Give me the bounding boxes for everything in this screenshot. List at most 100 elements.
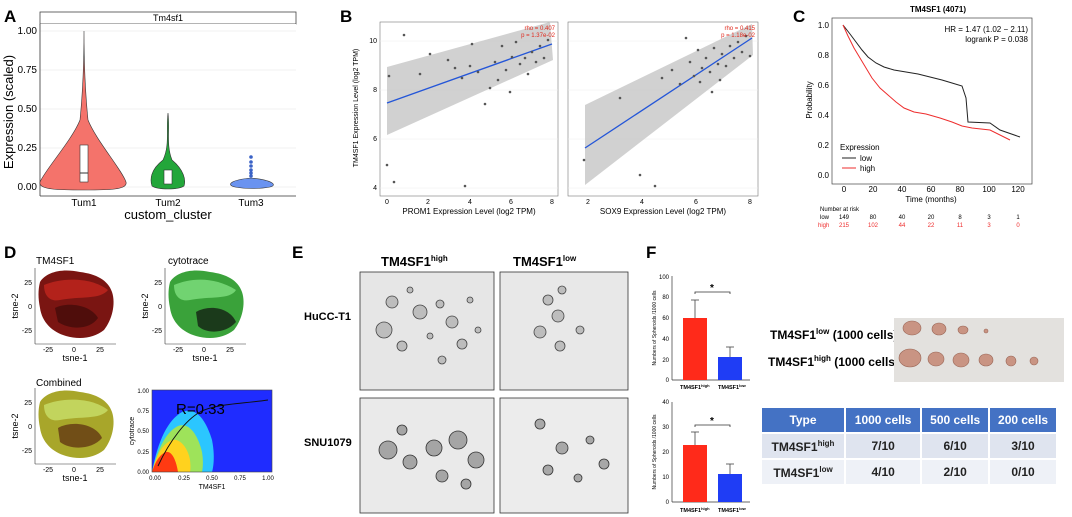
panel-b-xtick: 2 xyxy=(426,199,430,206)
table-cell: 4/10 xyxy=(844,458,923,486)
panel-b-right-xtick: 4 xyxy=(640,199,644,206)
km-low-curve xyxy=(842,24,1021,138)
panel-c-xtick: 20 xyxy=(869,185,878,194)
panel-c-xtick: 40 xyxy=(898,185,907,194)
panel-b-left-xlabel: PROM1 Expression Level (log2 TPM) xyxy=(402,207,536,216)
panel-d-xtick: 25 xyxy=(96,347,104,354)
corr-xtick: 0.00 xyxy=(149,476,161,482)
panel-d-ytick: -25 xyxy=(22,448,32,455)
risk-high: 0 xyxy=(1016,223,1020,229)
violin-tum2 xyxy=(150,112,185,190)
panel-a-ytick: 0.25 xyxy=(18,143,38,154)
panel-b-ytick: 8 xyxy=(373,87,377,94)
panel-c-xtick: 60 xyxy=(927,185,936,194)
panel-c-risk-high-label: high xyxy=(818,223,829,229)
panel-e-row-1: HuCC-T1 xyxy=(304,311,351,323)
f-bot-bar-high xyxy=(683,445,707,502)
f-top-ylabel: Numbers of Spheroids /1000 cells xyxy=(652,290,658,366)
f-top-ytick: 40 xyxy=(662,337,669,343)
f-top-ytick: 20 xyxy=(662,358,669,364)
panel-c-ytick: 0.2 xyxy=(818,141,830,150)
corr-ytick: 0.50 xyxy=(137,429,149,435)
panel-d-xtick: 0 xyxy=(72,347,76,354)
f-bot-ytick: 30 xyxy=(662,425,669,431)
panel-c-logrank: logrank P = 0.038 xyxy=(965,35,1028,44)
table-cell: 2/10 xyxy=(920,458,991,486)
panel-b-left-p: p = 1.37e-02 xyxy=(521,33,556,39)
corr-xlabel: TM4SF1 xyxy=(199,484,226,491)
table-cell: 0/10 xyxy=(988,458,1058,486)
tumor-row-high xyxy=(898,348,1039,368)
panel-c-ytick: 0.4 xyxy=(818,111,830,120)
corr-xtick: 0.25 xyxy=(178,476,190,482)
panel-a-ytick: 1.00 xyxy=(18,26,38,37)
panel-c-xtick: 120 xyxy=(1011,185,1025,194)
micrograph-snu-low xyxy=(499,397,629,514)
panel-b-right-p: p = 1.18e-02 xyxy=(721,33,756,39)
corr-ytick: 0.00 xyxy=(137,470,149,476)
corr-ytick: 1.00 xyxy=(137,389,149,395)
f-bot-xlab-high: TM4SF1high xyxy=(680,506,710,514)
km-high-curve xyxy=(842,24,1011,141)
f-top-ytick: 80 xyxy=(662,295,669,301)
panel-e-col-high: TM4SF1high xyxy=(381,254,448,269)
risk-high: 3 xyxy=(987,223,991,229)
panel-c-legend-low: low xyxy=(860,154,872,163)
panel-d-ytick: 0 xyxy=(158,304,162,311)
photo-high-label: TM4SF1high (1000 cells) xyxy=(768,354,899,369)
f-bot-star: * xyxy=(710,416,714,427)
panel-d-ylabel: tsne-2 xyxy=(10,293,20,318)
panel-d-xlabel: tsne-1 xyxy=(62,473,87,483)
panel-b-left-rho: rho = 0.407 xyxy=(524,26,555,32)
corr-xtick: 0.50 xyxy=(206,476,218,482)
panel-d-ytick: -25 xyxy=(152,328,162,335)
panel-d-ytick: -25 xyxy=(22,328,32,335)
panel-a-ytick: 0.50 xyxy=(18,104,38,115)
corr-xtick: 1.00 xyxy=(262,476,274,482)
panel-b-xtick: 8 xyxy=(550,199,554,206)
panel-f-letter: F xyxy=(646,243,656,262)
corr-ytick: 0.75 xyxy=(137,409,149,415)
panel-d-ytick: 0 xyxy=(28,304,32,311)
risk-low: 3 xyxy=(987,215,991,221)
panel-a-ytick: 0.75 xyxy=(18,65,38,76)
panel-d-xlabel: tsne-1 xyxy=(62,353,87,363)
risk-high: 215 xyxy=(839,223,850,229)
panel-c-xtick: 0 xyxy=(842,185,847,194)
panel-b-right-points xyxy=(582,34,752,188)
panel-c-ytick: 1.0 xyxy=(818,21,830,30)
table-header: 500 cells xyxy=(920,406,991,434)
panel-a-ylabel: Expression (scaled) xyxy=(1,55,16,169)
panel-c-title: TM4SF1 (4071) xyxy=(910,5,966,14)
panel-c-ytick: 0.0 xyxy=(818,171,830,180)
panel-b-xtick: 4 xyxy=(468,199,472,206)
panel-c-ytick: 0.8 xyxy=(818,51,830,60)
table-header: 200 cells xyxy=(988,406,1058,434)
table-cell: TM4SF1low xyxy=(759,458,847,486)
risk-high: 44 xyxy=(899,223,906,229)
panel-c-risk-low-label: low xyxy=(820,215,830,221)
panel-c-risk-title: Number at risk xyxy=(820,207,860,213)
panel-b-right-xtick: 6 xyxy=(694,199,698,206)
risk-high: 11 xyxy=(957,223,964,229)
tumor-row-low xyxy=(902,320,989,336)
panel-b-right-xlabel: SOX9 Expression Level (log2 TPM) xyxy=(600,207,726,216)
risk-low: 20 xyxy=(928,215,935,221)
panel-b-ytick: 10 xyxy=(369,38,377,45)
panel-d-ylabel: tsne-2 xyxy=(10,413,20,438)
panel-a-xlabel: custom_cluster xyxy=(124,207,212,222)
panel-c-xtick: 100 xyxy=(982,185,996,194)
panel-d-xtick: 0 xyxy=(72,467,76,474)
panel-b-right-xtick: 2 xyxy=(586,199,590,206)
risk-high: 22 xyxy=(928,223,935,229)
f-top-ytick: 0 xyxy=(666,378,670,384)
table-row: TM4SF1high 7/10 6/10 3/10 xyxy=(759,432,1058,460)
panel-b-letter: B xyxy=(340,7,352,26)
f-top-bar-low xyxy=(718,357,742,380)
panel-d-title-1: TM4SF1 xyxy=(36,256,75,267)
panel-c-ylabel: Probability xyxy=(805,81,814,118)
panel-b-xtick: 0 xyxy=(385,199,389,206)
risk-low: 80 xyxy=(870,215,877,221)
panel-a-xtick: Tum2 xyxy=(155,198,181,209)
